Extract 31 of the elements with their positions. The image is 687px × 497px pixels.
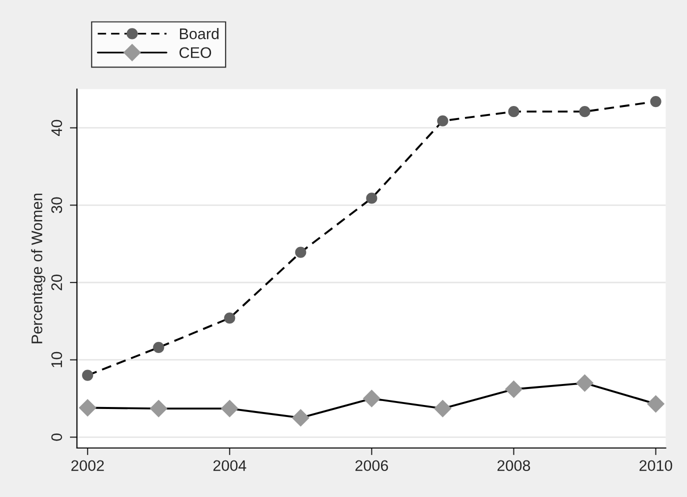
y-tick-label: 10: [51, 352, 62, 368]
x-tick-label: 2002: [71, 460, 104, 472]
y-axis-title: Percentage of Women: [31, 194, 46, 344]
point: [295, 246, 306, 258]
point: [82, 370, 94, 381]
point: [79, 399, 96, 416]
y-tick-label: 40: [51, 120, 62, 136]
point: [650, 96, 662, 108]
y-tick-label: 30: [51, 197, 62, 214]
point: [434, 400, 452, 418]
y-tick-label: 20: [51, 274, 62, 290]
point: [363, 390, 380, 408]
x-tick-label: 2010: [640, 460, 672, 472]
x-tick-label: 2004: [213, 460, 246, 472]
point: [366, 192, 378, 204]
point: [292, 409, 310, 426]
y-tick-label: 0: [51, 434, 62, 441]
point: [576, 374, 594, 392]
legend-label: CEO: [180, 47, 212, 58]
point: [647, 395, 664, 412]
point: [579, 106, 590, 118]
point: [437, 115, 448, 126]
point: [224, 312, 236, 324]
x-tick-label: 2008: [497, 460, 530, 472]
point: [153, 342, 164, 354]
point: [221, 400, 238, 418]
point: [505, 380, 522, 398]
point: [150, 400, 168, 418]
point: [508, 106, 520, 118]
legend-label: Board: [180, 28, 219, 40]
x-tick-label: 2006: [355, 460, 388, 472]
